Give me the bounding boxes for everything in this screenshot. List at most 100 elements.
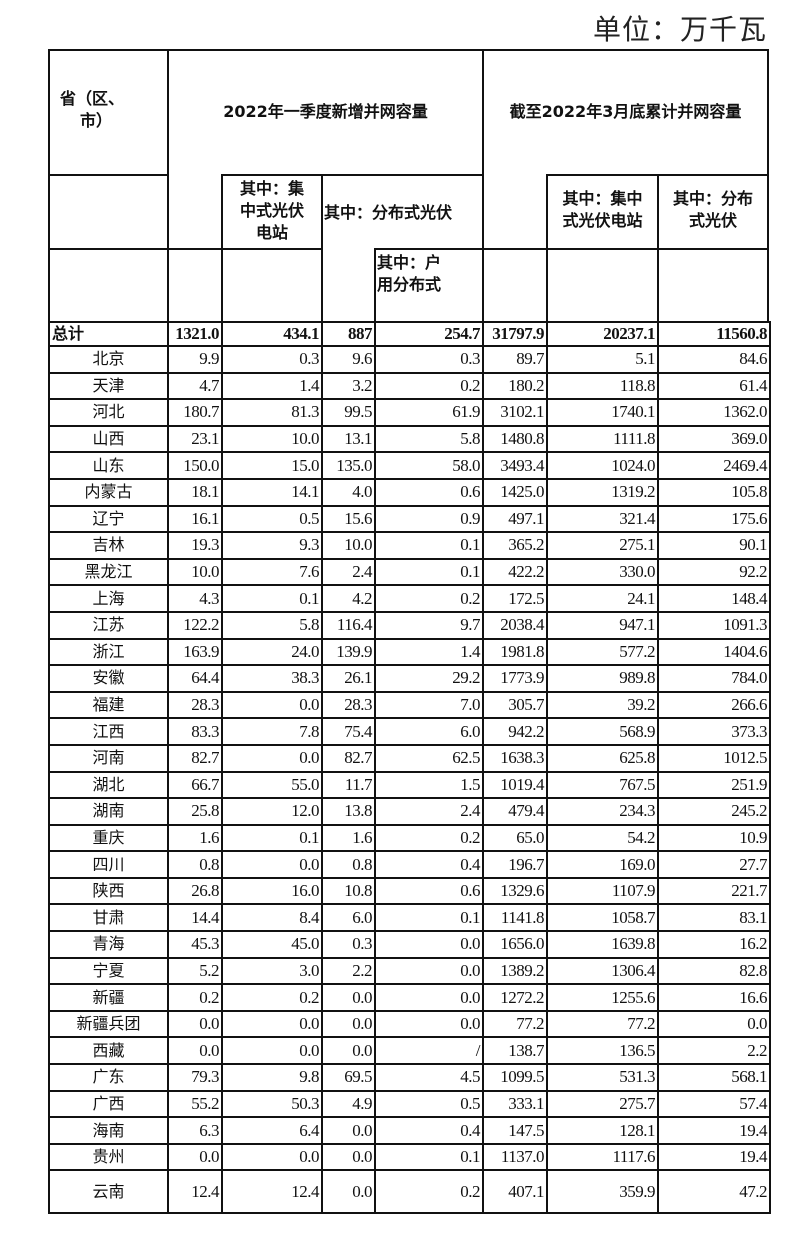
value-cell: 16.6 bbox=[657, 983, 771, 1012]
value-cell: 83.1 bbox=[657, 903, 771, 933]
value-cell: 79.3 bbox=[167, 1063, 223, 1092]
table-row: 上海 4.3 0.1 4.2 0.2 172.5 24.1 148.4 bbox=[48, 584, 771, 613]
value-cell: 0.2 bbox=[374, 371, 484, 401]
value-cell: 2.4 bbox=[321, 557, 376, 587]
value-cell: 5.2 bbox=[167, 956, 223, 986]
province-cell: 福建 bbox=[48, 690, 169, 720]
value-cell: 1012.5 bbox=[657, 743, 771, 773]
table-row: 黑龙江 10.0 7.6 2.4 0.1 422.2 330.0 92.2 bbox=[48, 557, 771, 587]
value-cell: 2.2 bbox=[657, 1036, 771, 1066]
value-cell: 1024.0 bbox=[546, 451, 659, 480]
divider bbox=[767, 49, 769, 322]
value-cell: 180.2 bbox=[482, 371, 548, 401]
value-cell: 14.1 bbox=[221, 477, 323, 507]
value-cell: 10.9 bbox=[657, 823, 771, 853]
value-cell: 26.8 bbox=[167, 876, 223, 906]
table-row: 河北 180.7 81.3 99.5 61.9 3102.1 1740.1 1362.0 bbox=[48, 398, 771, 427]
value-cell: 1319.2 bbox=[546, 477, 659, 507]
value-cell: 767.5 bbox=[546, 770, 659, 800]
header-line: 其中：集中 bbox=[562, 189, 643, 208]
table-row: 新疆 0.2 0.2 0.0 0.0 1272.2 1255.6 16.6 bbox=[48, 983, 771, 1012]
value-cell: 0.0 bbox=[657, 1009, 771, 1039]
table-row: 吉林 19.3 9.3 10.0 0.1 365.2 275.1 90.1 bbox=[48, 531, 771, 560]
value-cell: 1091.3 bbox=[657, 610, 771, 640]
value-cell: 6.3 bbox=[167, 1116, 223, 1145]
value-cell: 0.2 bbox=[221, 983, 323, 1012]
value-cell: 4.0 bbox=[321, 477, 376, 507]
value-cell: 0.0 bbox=[321, 983, 376, 1012]
value-cell: 84.6 bbox=[657, 345, 771, 374]
value-cell: 887 bbox=[321, 321, 376, 347]
value-cell: 0.0 bbox=[321, 1009, 376, 1039]
value-cell: 1638.3 bbox=[482, 743, 548, 773]
value-cell: 25.8 bbox=[167, 797, 223, 826]
value-cell: 497.1 bbox=[482, 504, 548, 534]
header-q1-distributed: 其中：分布式光伏 bbox=[324, 203, 453, 222]
value-cell: 275.1 bbox=[546, 531, 659, 560]
value-cell: 0.2 bbox=[167, 983, 223, 1012]
value-cell: 0.0 bbox=[221, 743, 323, 773]
value-cell: 2469.4 bbox=[657, 451, 771, 480]
value-cell: 136.5 bbox=[546, 1036, 659, 1066]
divider bbox=[221, 174, 484, 176]
value-cell: 1.4 bbox=[221, 371, 323, 401]
value-cell: 55.2 bbox=[167, 1089, 223, 1119]
value-cell: 139.9 bbox=[321, 637, 376, 667]
value-cell: 1141.8 bbox=[482, 903, 548, 933]
province-cell: 河北 bbox=[48, 398, 169, 427]
header-line: 式光伏电站 bbox=[562, 211, 643, 230]
value-cell: 24.1 bbox=[546, 584, 659, 613]
value-cell: 2038.4 bbox=[482, 610, 548, 640]
header-line: 式光伏 bbox=[688, 211, 737, 230]
value-cell: 77.2 bbox=[482, 1009, 548, 1039]
header-cum-centralized: 其中：集中 式光伏电站 bbox=[548, 188, 657, 232]
value-cell: 0.0 bbox=[374, 956, 484, 986]
value-cell: 50.3 bbox=[221, 1089, 323, 1119]
header-cum-distributed: 其中：分布 式光伏 bbox=[659, 188, 767, 232]
value-cell: 61.4 bbox=[657, 371, 771, 401]
province-cell: 广西 bbox=[48, 1089, 169, 1119]
header-line: 用分布式 bbox=[377, 275, 442, 294]
header-q1-household: 其中：户 用分布式 bbox=[377, 252, 481, 296]
table-row: 广东 79.3 9.8 69.5 4.5 1099.5 531.3 568.1 bbox=[48, 1063, 771, 1092]
province-cell: 四川 bbox=[48, 850, 169, 879]
province-cell: 上海 bbox=[48, 584, 169, 613]
value-cell: 0.0 bbox=[221, 1036, 323, 1066]
province-cell: 北京 bbox=[48, 345, 169, 374]
header-province: 省（区、 市） bbox=[60, 88, 160, 132]
value-cell: 5.8 bbox=[221, 610, 323, 640]
value-cell: 26.1 bbox=[321, 664, 376, 693]
value-cell: 0.0 bbox=[221, 1142, 323, 1172]
value-cell: 75.4 bbox=[321, 717, 376, 746]
province-cell: 江苏 bbox=[48, 610, 169, 640]
value-cell: 61.9 bbox=[374, 398, 484, 427]
province-cell: 重庆 bbox=[48, 823, 169, 853]
value-cell: 0.1 bbox=[374, 903, 484, 933]
value-cell: 0.0 bbox=[221, 1009, 323, 1039]
value-cell: 2.4 bbox=[374, 797, 484, 826]
value-cell: 9.3 bbox=[221, 531, 323, 560]
divider bbox=[321, 174, 323, 322]
value-cell: 0.1 bbox=[221, 823, 323, 853]
divider bbox=[482, 49, 484, 322]
province-cell: 新疆兵团 bbox=[48, 1009, 169, 1039]
table-row: 山西 23.1 10.0 13.1 5.8 1480.8 1111.8 369.0 bbox=[48, 424, 771, 454]
value-cell: 4.5 bbox=[374, 1063, 484, 1092]
value-cell: 18.1 bbox=[167, 477, 223, 507]
province-cell: 浙江 bbox=[48, 637, 169, 667]
value-cell: 1117.6 bbox=[546, 1142, 659, 1172]
value-cell: 1019.4 bbox=[482, 770, 548, 800]
province-cell: 湖北 bbox=[48, 770, 169, 800]
value-cell: 1.4 bbox=[374, 637, 484, 667]
value-cell: 16.2 bbox=[657, 930, 771, 959]
value-cell: 19.3 bbox=[167, 531, 223, 560]
value-cell: 0.4 bbox=[374, 1116, 484, 1145]
value-cell: 0.6 bbox=[374, 876, 484, 906]
province-cell: 宁夏 bbox=[48, 956, 169, 986]
table-row: 青海 45.3 45.0 0.3 0.0 1656.0 1639.8 16.2 bbox=[48, 930, 771, 959]
value-cell: 1272.2 bbox=[482, 983, 548, 1012]
value-cell: 3102.1 bbox=[482, 398, 548, 427]
province-cell: 湖南 bbox=[48, 797, 169, 826]
table-row: 北京 9.9 0.3 9.6 0.3 89.7 5.1 84.6 bbox=[48, 345, 771, 374]
value-cell: 12.0 bbox=[221, 797, 323, 826]
